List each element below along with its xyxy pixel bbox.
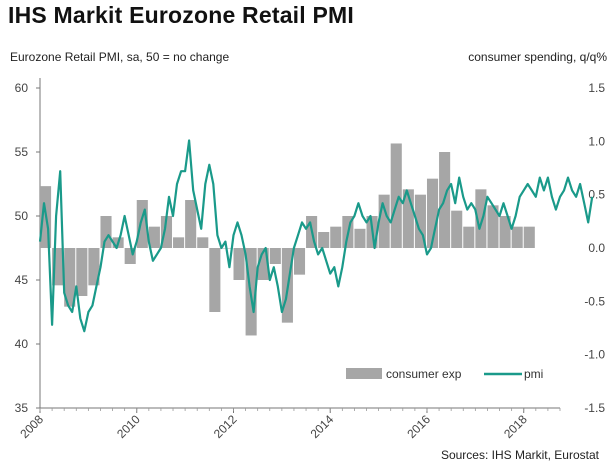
consumer-exp-bar xyxy=(414,194,426,248)
consumer-exp-bar xyxy=(124,248,136,264)
right-tick-label: -0.5 xyxy=(584,294,605,308)
x-tick-label: 2014 xyxy=(308,412,337,441)
consumer-exp-bar xyxy=(185,200,197,248)
left-tick-label: 55 xyxy=(15,145,29,159)
x-tick-label: 2008 xyxy=(17,412,46,441)
right-axis-caption: consumer spending, q/q% xyxy=(468,50,607,64)
left-tick-label: 60 xyxy=(15,81,29,95)
consumer-exp-bar xyxy=(511,226,523,248)
source-note: Sources: IHS Markit, Eurostat xyxy=(440,448,599,462)
consumer-exp-bar xyxy=(209,248,221,312)
consumer-exp-bar xyxy=(318,232,330,248)
consumer-exp-bar xyxy=(88,248,100,286)
left-tick-label: 50 xyxy=(15,209,29,223)
consumer-exp-bar xyxy=(160,216,173,248)
pmi-line xyxy=(38,139,594,333)
x-tick-label: 2018 xyxy=(501,412,530,441)
consumer-exp-bar xyxy=(475,189,487,248)
x-tick-label: 2010 xyxy=(114,412,143,441)
right-tick-label: -1.5 xyxy=(584,401,605,415)
left-axis-caption: Eurozone Retail PMI, sa, 50 = no change xyxy=(10,50,230,64)
consumer-exp-bar xyxy=(148,226,160,248)
consumer-exp-bar xyxy=(402,189,414,248)
legend-swatch-consumer-exp xyxy=(346,368,382,379)
legend-label-consumer-exp: consumer exp xyxy=(386,367,462,381)
right-tick-label: -1.0 xyxy=(584,348,605,362)
legend-label-pmi: pmi xyxy=(524,367,543,381)
x-tick-label: 2012 xyxy=(211,412,240,441)
consumer-exp-bar xyxy=(451,210,463,248)
consumer-exp-bar xyxy=(378,194,390,248)
right-tick-label: 0.0 xyxy=(588,241,605,255)
right-tick-label: 1.0 xyxy=(588,134,605,148)
consumer-exp-bar xyxy=(487,205,499,248)
consumer-exp-bar xyxy=(354,228,366,248)
consumer-exp-bar xyxy=(233,248,245,280)
consumer-exp-bar xyxy=(330,226,342,248)
right-tick-label: 1.5 xyxy=(588,81,605,95)
consumer-exp-bar xyxy=(499,216,511,248)
consumer-exp-bar xyxy=(136,200,148,248)
consumer-exp-bar xyxy=(52,248,64,286)
x-tick-label: 2016 xyxy=(404,412,433,441)
consumer-exp-bar xyxy=(100,216,112,248)
chart-title: IHS Markit Eurozone Retail PMI xyxy=(8,2,354,28)
consumer-exp-bar xyxy=(76,248,88,296)
consumer-exp-bar xyxy=(257,248,269,280)
consumer-exp-bar xyxy=(269,248,281,264)
consumer-exp-bar xyxy=(523,226,535,248)
consumer-exp-bar xyxy=(426,178,439,248)
consumer-exp-bar xyxy=(173,237,185,248)
left-tick-label: 35 xyxy=(15,401,29,415)
left-tick-label: 40 xyxy=(15,337,29,351)
consumer-exp-bar xyxy=(463,226,475,248)
left-tick-label: 45 xyxy=(15,273,29,287)
consumer-exp-bar xyxy=(64,248,76,307)
consumer-exp-bar xyxy=(390,143,402,248)
consumer-exp-bar xyxy=(197,237,209,248)
consumer-exp-bar xyxy=(293,248,306,275)
